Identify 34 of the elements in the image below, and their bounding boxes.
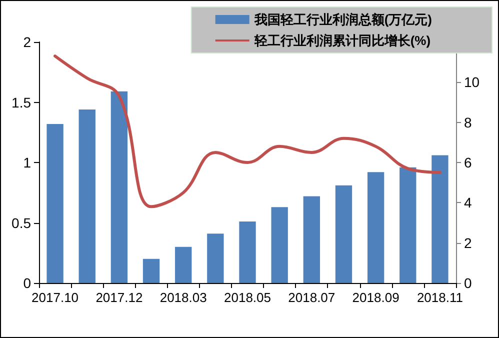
y-tick-label: 0.5 [12,214,32,231]
bar [110,91,128,283]
bar [335,185,352,283]
line-series [54,54,442,208]
y2-tick-label: 10 [464,74,480,90]
y-tick-label: 0 [23,275,32,291]
x-tick-label: 2017.10 [32,290,79,305]
bar [303,196,320,283]
bar [432,155,448,283]
legend-label: 我国轻工行业利润总额(万亿元) [253,12,432,27]
legend-label: 轻工行业利润累计同比增长(%) [253,33,431,48]
x-tick-label: 2017.12 [96,290,143,305]
bar [207,234,224,283]
x-tick-label: 2018.05 [224,290,271,305]
bar [142,258,160,283]
y2-tick-label: 4 [464,194,472,211]
x-tick-label: 2018.07 [288,290,336,305]
y-tick-label: 2 [23,34,32,50]
bar [400,167,416,283]
bar [271,207,288,283]
y2-tick-label: 6 [464,154,472,170]
x-tick-label: 2018.11 [416,290,463,305]
bar [78,109,96,283]
y2-tick-label: 0 [464,275,472,291]
y-tick-label: 1 [23,154,32,170]
x-tick-label: 2018.03 [160,290,207,305]
x-tick-label: 2018.09 [352,290,400,305]
bar [239,222,256,283]
y2-tick-label: 8 [464,114,472,130]
bar [367,172,384,283]
y-tick-label: 1.5 [12,94,32,110]
bar [46,124,64,283]
y2-tick-label: 2 [464,234,472,251]
bar [175,246,192,283]
